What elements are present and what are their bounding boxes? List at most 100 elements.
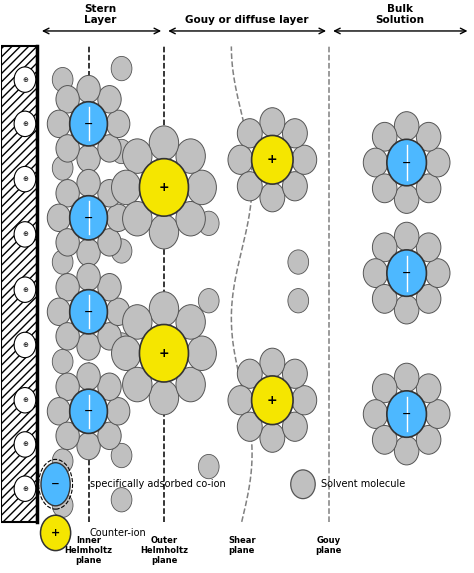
Circle shape [14,332,36,358]
Circle shape [187,336,217,371]
Circle shape [373,174,397,203]
Circle shape [394,222,419,251]
Text: +: + [267,153,278,166]
Circle shape [373,374,397,403]
Circle shape [77,239,100,266]
Circle shape [14,431,36,457]
Circle shape [288,289,309,313]
Circle shape [363,399,388,429]
Circle shape [176,139,205,174]
Circle shape [394,436,419,465]
Text: Gouy or diffuse layer: Gouy or diffuse layer [185,15,308,25]
Text: ⊕: ⊕ [22,176,28,182]
Circle shape [149,214,179,249]
Circle shape [176,367,205,402]
Circle shape [228,145,253,174]
Text: Inner
Helmholtz
plane: Inner Helmholtz plane [64,536,112,566]
Text: ⊕: ⊕ [22,77,28,83]
Circle shape [123,139,152,174]
Circle shape [416,233,441,262]
Text: Gouy
plane: Gouy plane [316,536,342,555]
Circle shape [426,399,450,429]
Circle shape [77,145,100,172]
Text: −: − [84,213,93,223]
Circle shape [14,222,36,247]
Circle shape [98,229,121,256]
Circle shape [416,425,441,454]
Circle shape [260,108,285,137]
Circle shape [260,183,285,212]
Circle shape [98,135,121,162]
Circle shape [176,305,205,339]
Circle shape [123,305,152,339]
Circle shape [77,76,100,103]
Circle shape [77,333,100,360]
Circle shape [387,391,427,437]
Circle shape [260,423,285,452]
Text: +: + [159,347,169,360]
Circle shape [198,211,219,236]
Circle shape [111,444,132,468]
Circle shape [292,145,317,174]
Circle shape [52,68,73,92]
Text: Counter-ion: Counter-ion [90,528,146,538]
Circle shape [52,156,73,180]
Circle shape [52,350,73,374]
Text: −: − [402,158,411,167]
Circle shape [426,148,450,177]
Circle shape [292,386,317,415]
Circle shape [426,258,450,288]
Circle shape [394,112,419,140]
Circle shape [283,172,307,201]
Circle shape [56,373,79,401]
Circle shape [123,202,152,236]
Circle shape [111,488,132,512]
Circle shape [98,373,121,401]
Circle shape [237,119,262,148]
Circle shape [187,170,217,205]
Text: Solvent molecule: Solvent molecule [321,479,405,489]
Text: Stern
Layer: Stern Layer [84,4,117,25]
Circle shape [56,422,79,450]
Circle shape [14,166,36,192]
Circle shape [416,174,441,203]
Circle shape [416,374,441,403]
Circle shape [47,110,71,138]
Circle shape [111,239,132,263]
Circle shape [139,324,189,382]
Circle shape [77,264,100,291]
Text: specifically adsorbed co-ion: specifically adsorbed co-ion [90,479,225,489]
Circle shape [56,135,79,162]
Circle shape [237,172,262,201]
Circle shape [198,454,219,478]
Circle shape [288,250,309,274]
Circle shape [52,449,73,473]
Text: −: − [84,307,93,317]
Circle shape [363,258,388,288]
Circle shape [373,123,397,151]
Circle shape [111,56,132,81]
Text: ⊕: ⊕ [22,286,28,293]
Bar [1,46,36,522]
Circle shape [139,159,189,216]
Circle shape [47,204,71,231]
Circle shape [77,170,100,197]
Text: +: + [267,394,278,407]
Circle shape [98,273,121,301]
Circle shape [373,284,397,313]
Circle shape [149,292,179,326]
Circle shape [149,126,179,160]
Circle shape [56,323,79,350]
Circle shape [237,412,262,441]
Circle shape [283,119,307,148]
Circle shape [14,67,36,92]
Text: ⊕: ⊕ [22,397,28,403]
Ellipse shape [41,463,70,506]
Text: ⊕: ⊕ [22,121,28,127]
Circle shape [394,363,419,392]
Text: ⊕: ⊕ [22,342,28,348]
Circle shape [14,476,36,501]
Text: ⊕: ⊕ [22,231,28,237]
Circle shape [394,185,419,213]
Text: ⊕: ⊕ [22,486,28,492]
